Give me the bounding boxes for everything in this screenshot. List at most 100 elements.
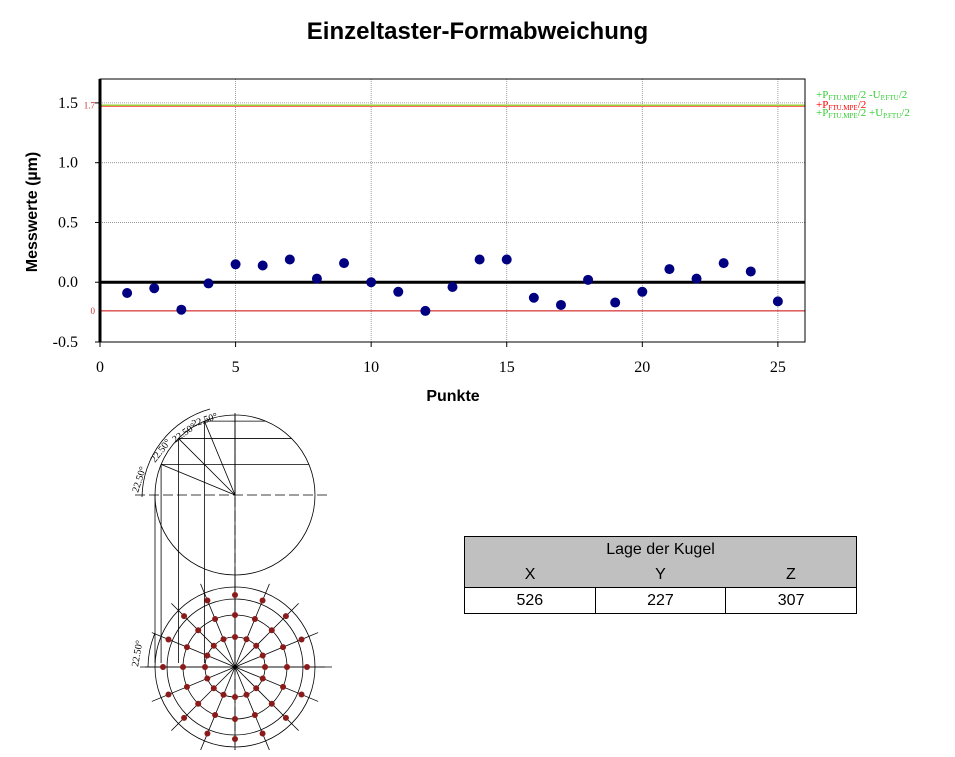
y-axis-title: Messwerte (µm)	[24, 152, 41, 272]
angle-label: 22.50°	[130, 465, 149, 494]
y-tick-label: -0.5	[53, 334, 78, 351]
probe-point	[232, 736, 238, 742]
angle-ray	[204, 420, 236, 496]
probe-point	[284, 664, 290, 670]
data-point	[664, 264, 675, 275]
x-axis-title: Punkte	[426, 388, 479, 405]
data-point	[583, 274, 594, 285]
plan-spoke	[171, 603, 236, 668]
right-reference-label: +PFTU.MPE/2 +UP.FTU/2	[816, 107, 910, 120]
probe-point	[268, 627, 275, 634]
probe-point	[253, 642, 260, 649]
probe-point	[259, 730, 266, 737]
probe-point	[212, 615, 219, 622]
probe-point	[259, 652, 266, 659]
page-title: Einzeltaster-Formabweichung	[306, 18, 649, 45]
probe-point	[210, 642, 217, 649]
data-point	[284, 254, 295, 265]
probe-point	[220, 691, 227, 698]
probe-point	[160, 664, 166, 670]
probe-point	[183, 644, 190, 651]
header-x: X	[464, 562, 596, 588]
data-point	[772, 296, 783, 307]
probe-point	[304, 664, 310, 670]
probe-point	[195, 627, 202, 634]
probe-point	[232, 592, 238, 598]
data-point	[718, 258, 729, 269]
x-tick-label: 25	[770, 359, 786, 376]
probe-point	[212, 712, 219, 719]
data-point	[501, 254, 512, 265]
y-tick-label: 0.0	[58, 274, 78, 291]
data-point	[257, 260, 268, 271]
value-x: 526	[464, 587, 596, 614]
probe-point	[202, 664, 208, 670]
angle-label: 22.50°	[149, 437, 174, 465]
probe-point	[259, 675, 266, 682]
data-point	[474, 254, 485, 265]
data-point	[149, 283, 160, 294]
x-tick-label: 0	[96, 359, 104, 376]
probe-point	[204, 675, 211, 682]
data-point	[637, 286, 648, 297]
header-z: Z	[725, 562, 857, 588]
probe-point	[243, 691, 250, 698]
probe-point	[204, 597, 211, 604]
x-tick-label: 10	[363, 359, 379, 376]
value-z: 307	[725, 587, 857, 614]
y-tick-label: 1.5	[58, 95, 78, 112]
plot-border	[99, 78, 806, 343]
diagram-angle-labels: 22.50°22.50°22.50°22.50°22.50°	[130, 411, 219, 667]
chart-grid	[100, 79, 805, 343]
right-labels: +PFTU.MPE/2 -UP.FTU/2+PFTU.MPE/2+PFTU.MP…	[816, 89, 910, 120]
data-point	[122, 287, 133, 298]
x-tick-label: 5	[232, 359, 240, 376]
probe-point	[195, 700, 202, 707]
probe-point	[280, 683, 287, 690]
data-point	[691, 273, 702, 284]
probe-point	[204, 652, 211, 659]
position-table-title: Lage der Kugel	[464, 536, 857, 562]
probe-point	[282, 613, 289, 620]
reference-value-label: 1.7	[84, 100, 96, 110]
probe-point	[259, 597, 266, 604]
data-point	[610, 297, 621, 308]
probe-point	[232, 716, 238, 722]
probe-point	[181, 714, 188, 721]
x-tick-label: 20	[634, 359, 650, 376]
probe-point	[262, 664, 268, 670]
data-point	[745, 266, 756, 277]
bottom-angle-arc	[147, 632, 156, 668]
probe-point	[298, 636, 305, 643]
plan-spoke	[151, 666, 236, 702]
data-point	[393, 286, 404, 297]
data-point	[447, 282, 458, 293]
probe-point	[251, 712, 258, 719]
probe-point	[220, 636, 227, 643]
data-point	[176, 304, 187, 315]
plan-spoke	[234, 666, 270, 750]
x-tick-label: 15	[499, 359, 515, 376]
data-point	[230, 259, 241, 270]
probe-point	[298, 691, 305, 698]
probe-point	[280, 644, 287, 651]
probe-point	[251, 615, 258, 622]
data-point	[203, 278, 214, 289]
probe-point	[253, 685, 260, 692]
bottom-angle-label: 22.50°	[130, 640, 145, 668]
position-table: Lage der Kugel X Y Z 526 227 307	[464, 536, 857, 614]
plan-spoke	[234, 603, 299, 668]
tick-labels: 0 5 10 15 20 25 -0.5 0.0 0.5 1.0 1.5	[53, 95, 786, 376]
plan-spoke	[234, 666, 299, 731]
data-point	[366, 277, 377, 288]
probe-point	[181, 613, 188, 620]
chart: 1.7 0 0 5 10 15 20 25 -0.5 0.0 0.5 1.0 1.5 +PFTU.MP…	[24, 78, 910, 405]
y-tick-label: 0.5	[58, 214, 78, 231]
probe-point	[232, 634, 238, 640]
plot-frame	[98, 78, 806, 343]
reference-value-label: 0	[91, 306, 96, 316]
y-tick-label: 1.0	[58, 155, 78, 172]
probe-point	[210, 685, 217, 692]
probe-point	[232, 612, 238, 618]
data-point	[555, 299, 566, 310]
